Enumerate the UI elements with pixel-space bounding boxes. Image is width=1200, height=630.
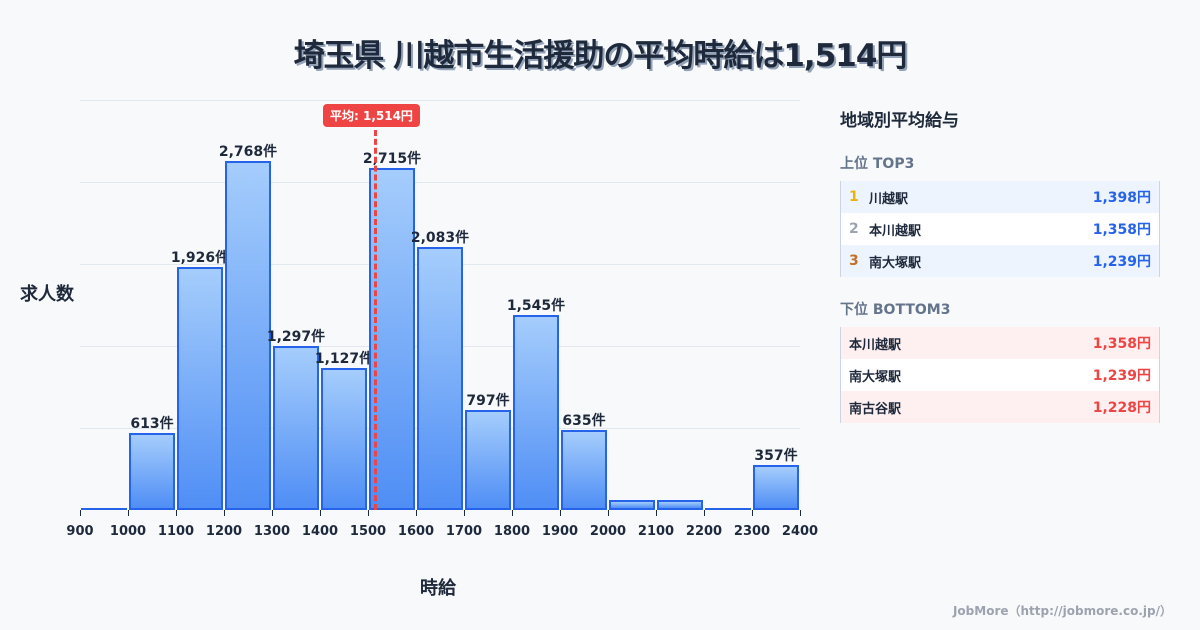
x-tick-label: 1400 (301, 524, 339, 539)
x-tick (80, 510, 81, 516)
bar-value-label: 1,127件 (314, 351, 374, 367)
histogram-bar (753, 465, 799, 510)
list-item: 本川越駅 1,358円 (841, 327, 1159, 359)
x-tick (416, 510, 417, 516)
x-tick (224, 510, 225, 516)
histogram-bar (609, 500, 655, 510)
bar-value-label: 2,715件 (362, 151, 422, 167)
x-tick-label: 1700 (445, 524, 483, 539)
histogram-bar (417, 247, 463, 510)
x-tick (272, 510, 273, 516)
x-tick-label: 1000 (109, 524, 147, 539)
bar-value-label: 1,297件 (266, 329, 326, 345)
salary-value: 1,398円 (1092, 190, 1151, 206)
bar-value-label: 357件 (754, 448, 798, 464)
histogram-bar (321, 368, 367, 510)
x-tick-label: 1600 (397, 524, 435, 539)
station-name: 本川越駅 (849, 337, 902, 353)
x-tick (368, 510, 369, 516)
station-name: 南古谷駅 (849, 401, 902, 417)
salary-value: 1,228円 (1092, 400, 1151, 416)
list-item: 南古谷駅 1,228円 (841, 391, 1159, 423)
histogram-bar (225, 161, 271, 510)
panel-title: 地域別平均給与 (840, 111, 959, 131)
x-tick-label: 2200 (685, 524, 723, 539)
top3-list: 1 川越駅 1,398円 2 本川越駅 1,358円 3 南大塚駅 1,239円 (840, 181, 1160, 277)
x-tick-label: 1800 (493, 524, 531, 539)
x-tick-label: 900 (66, 524, 94, 539)
salary-value: 1,239円 (1092, 368, 1151, 384)
x-tick (800, 510, 801, 516)
x-tick (176, 510, 177, 516)
salary-value: 1,358円 (1092, 336, 1151, 352)
bottom3-title: 下位 BOTTOM3 (840, 302, 951, 318)
histogram-bar (177, 267, 223, 510)
bar-value-label: 2,083件 (410, 230, 470, 246)
list-item: 3 南大塚駅 1,239円 (841, 245, 1159, 277)
x-tick (608, 510, 609, 516)
bar-value-label: 2,768件 (218, 144, 278, 160)
x-tick-label: 2300 (733, 524, 771, 539)
x-tick-label: 2100 (637, 524, 675, 539)
x-tick-label: 1900 (541, 524, 579, 539)
x-axis-label: 時給 (420, 578, 456, 599)
top3-title: 上位 TOP3 (840, 156, 915, 172)
station-name: 本川越駅 (869, 223, 922, 239)
y-axis-label: 求人数 (20, 284, 74, 305)
histogram-bar (465, 410, 511, 510)
credit-text: JobMore（http://jobmore.co.jp/） (952, 604, 1172, 618)
x-tick (752, 510, 753, 516)
list-item: 2 本川越駅 1,358円 (841, 213, 1159, 245)
x-tick-label: 2400 (781, 524, 819, 539)
x-tick-label: 1100 (157, 524, 195, 539)
station-name: 南大塚駅 (869, 255, 922, 271)
histogram-bar (513, 315, 559, 510)
x-tick-label: 1200 (205, 524, 243, 539)
x-tick (320, 510, 321, 516)
x-tick (704, 510, 705, 516)
bar-value-label: 797件 (466, 393, 510, 409)
gridline (80, 100, 800, 101)
x-tick (512, 510, 513, 516)
rank: 2 (849, 221, 859, 237)
bar-value-label: 635件 (562, 413, 606, 429)
average-line (374, 130, 377, 510)
histogram-chart: 613件 1,926件 2,768件 1,297件 1,127件 2,715件 2,083件… (20, 100, 819, 599)
x-tick (656, 510, 657, 516)
salary-value: 1,358円 (1092, 222, 1151, 238)
page-title: 埼玉県 川越市生活援助の平均時給は1,514円 (293, 38, 908, 74)
bar-value-label: 1,545件 (506, 298, 566, 314)
bar-value-label: 613件 (130, 416, 174, 432)
x-tick-label: 1500 (349, 524, 387, 539)
histogram-bar (561, 430, 607, 510)
list-item: 1 川越駅 1,398円 (841, 181, 1159, 213)
bar-value-label: 1,926件 (170, 250, 230, 266)
station-name: 南大塚駅 (849, 369, 902, 385)
x-tick (128, 510, 129, 516)
x-tick (560, 510, 561, 516)
regional-salary-panel: 地域別平均給与 上位 TOP3 1 川越駅 1,398円 2 本川越駅 1,358円 3… (840, 100, 1160, 423)
histogram-bar (657, 500, 703, 510)
rank: 1 (849, 189, 859, 205)
station-name: 川越駅 (869, 191, 909, 207)
bottom3-list: 本川越駅 1,358円 南大塚駅 1,239円 南古谷駅 1,228円 (840, 327, 1160, 423)
histogram-bar (81, 508, 127, 510)
average-badge: 平均: 1,514円 (323, 104, 420, 127)
x-tick (464, 510, 465, 516)
histogram-bar (705, 508, 751, 510)
x-tick-label: 2000 (589, 524, 627, 539)
list-item: 南大塚駅 1,239円 (841, 359, 1159, 391)
histogram-bar (273, 346, 319, 510)
gridline (80, 182, 800, 183)
salary-value: 1,239円 (1092, 254, 1151, 270)
rank: 3 (849, 253, 859, 269)
histogram-bar (129, 433, 175, 510)
x-tick-label: 1300 (253, 524, 291, 539)
